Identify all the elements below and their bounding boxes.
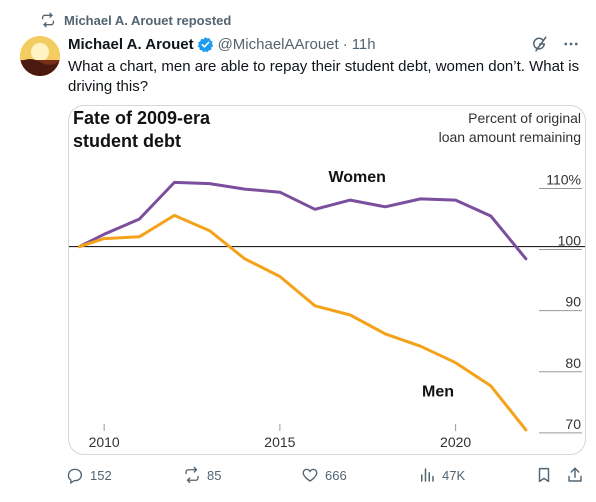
like-count: 666 bbox=[325, 467, 347, 483]
like-button[interactable]: 666 bbox=[301, 464, 347, 486]
y-tick-label-70: 70 bbox=[565, 416, 581, 432]
reply-icon bbox=[67, 468, 83, 484]
series-line-women bbox=[78, 180, 528, 261]
repost-label: Michael A. Arouet reposted bbox=[64, 12, 232, 28]
x-tick-label-2020: 2020 bbox=[440, 434, 471, 450]
avatar[interactable] bbox=[20, 36, 60, 76]
bookmark-button[interactable] bbox=[535, 464, 553, 486]
chart-title-line1: Fate of 2009-era bbox=[73, 108, 211, 128]
y-tick-label-100: 100 bbox=[558, 233, 582, 249]
reply-button[interactable]: 152 bbox=[66, 464, 112, 486]
series-line-men bbox=[78, 213, 528, 432]
avatar-image bbox=[20, 36, 60, 76]
chart-title-line2: student debt bbox=[73, 131, 181, 151]
post-text: What a chart, men are able to repay thei… bbox=[68, 58, 580, 95]
chart-image[interactable]: Fate of 2009-era student debt Percent of… bbox=[68, 105, 586, 455]
y-tick-label-80: 80 bbox=[565, 355, 581, 371]
post-time[interactable]: 11h bbox=[351, 35, 376, 53]
series-label-women: Women bbox=[328, 169, 385, 186]
x-tick-label-2010: 2010 bbox=[89, 434, 120, 450]
series-label-men: Men bbox=[422, 383, 454, 400]
views-button[interactable]: 47K bbox=[418, 464, 465, 486]
repost-button[interactable]: 85 bbox=[183, 464, 221, 486]
repost-icon bbox=[42, 12, 54, 28]
bookmark-icon bbox=[538, 467, 550, 483]
post-header: Michael A. Arouet @MichaelAArouet · 11h bbox=[68, 34, 580, 54]
author-handle[interactable]: @MichaelAArouet bbox=[217, 35, 339, 53]
student-debt-chart: Fate of 2009-era student debt Percent of… bbox=[69, 108, 585, 450]
grok-icon[interactable] bbox=[530, 35, 548, 53]
separator-dot: · bbox=[342, 35, 348, 53]
chart-ylabel-line1: Percent of original bbox=[468, 110, 581, 126]
repost-icon bbox=[185, 466, 199, 484]
view-count: 47K bbox=[442, 467, 466, 483]
y-tick-label-110: 110% bbox=[546, 171, 581, 187]
share-button[interactable] bbox=[566, 464, 584, 486]
y-tick-label-90: 90 bbox=[565, 294, 581, 310]
reply-count: 152 bbox=[90, 467, 112, 483]
verified-badge-icon[interactable] bbox=[197, 36, 214, 53]
action-bar: 152 85 666 47K bbox=[66, 464, 588, 486]
x-tick-label-2015: 2015 bbox=[264, 434, 295, 450]
chart-ylabel-line2: loan amount remaining bbox=[439, 129, 581, 145]
heart-icon bbox=[302, 468, 318, 482]
repost-header[interactable]: Michael A. Arouet reposted bbox=[40, 11, 231, 29]
author-name[interactable]: Michael A. Arouet bbox=[68, 35, 194, 53]
repost-count: 85 bbox=[207, 467, 222, 483]
views-chart-icon bbox=[421, 468, 434, 482]
share-icon bbox=[568, 467, 582, 482]
more-options-icon[interactable] bbox=[562, 35, 580, 53]
